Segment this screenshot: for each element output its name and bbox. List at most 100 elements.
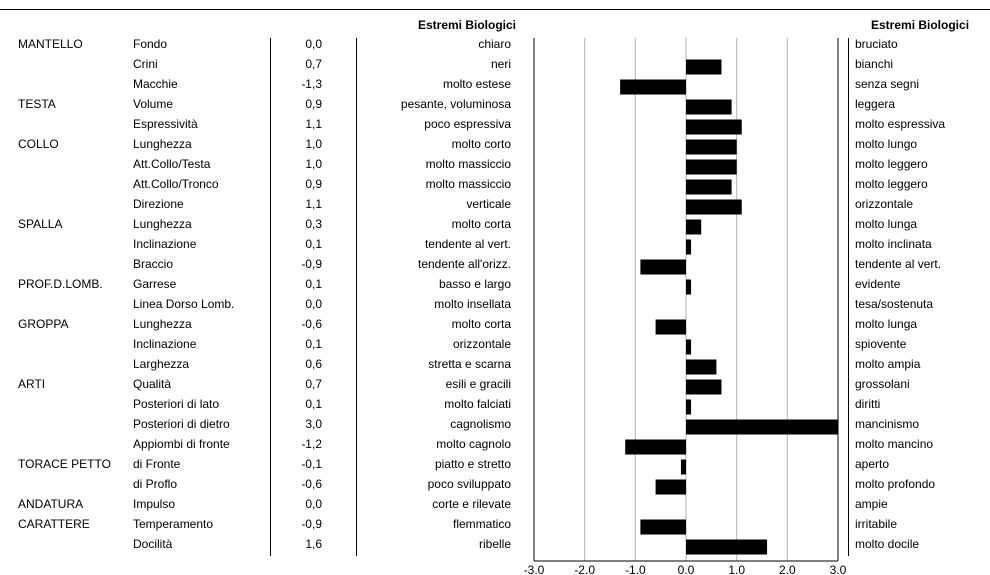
low-extreme-label: poco espressiva — [424, 117, 511, 131]
group-label: COLLO — [18, 137, 59, 151]
group-label: MANTELLO — [18, 37, 83, 51]
value-label: -1,2 — [301, 437, 322, 451]
value-label: 0,6 — [305, 357, 322, 371]
high-extreme-label: senza segni — [855, 77, 920, 91]
item-label: Att.Collo/Testa — [133, 157, 211, 171]
item-label: Impulso — [133, 497, 176, 511]
high-extreme-label: molto leggero — [855, 157, 928, 171]
item-label: Linea Dorso Lomb. — [133, 297, 235, 311]
item-label: Att.Collo/Tronco — [133, 177, 219, 191]
group-label: CARATTERE — [18, 517, 90, 531]
item-label: Temperamento — [133, 517, 214, 531]
item-label: Macchie — [133, 77, 178, 91]
high-extreme-label: tesa/sostenuta — [855, 297, 934, 311]
low-extreme-label: stretta e scarna — [428, 357, 511, 371]
value-label: 0,7 — [305, 377, 322, 391]
bar — [686, 59, 722, 75]
high-extreme-label: diritti — [855, 397, 881, 411]
header-left-extremes: Estremi Biologici — [417, 18, 516, 32]
item-label: di Fronte — [133, 457, 181, 471]
low-extreme-label: neri — [490, 57, 511, 71]
divider-items — [270, 38, 271, 556]
bar — [686, 119, 742, 135]
high-extreme-label: molto lungo — [855, 137, 918, 151]
high-extreme-label: tendente al vert. — [855, 257, 942, 271]
low-extreme-label: tendente al vert. — [424, 237, 511, 251]
item-label: Inclinazione — [133, 237, 197, 251]
bar — [686, 379, 722, 395]
low-extreme-label: piatto e stretto — [434, 457, 511, 471]
value-label: 0,1 — [305, 237, 322, 251]
low-extreme-label: molto estese — [442, 77, 511, 91]
x-tick-labels: -3.0 -2.0 -1.0 0.0 1.0 2.0 3.0 — [524, 563, 847, 575]
bar — [640, 519, 686, 535]
x-tick-label: -3.0 — [524, 563, 545, 575]
bar — [625, 439, 686, 455]
item-label: Appiombi di fronte — [133, 437, 230, 451]
divider-values — [356, 38, 357, 556]
value-label: 0,0 — [305, 297, 322, 311]
item-label: Crini — [133, 57, 158, 71]
item-label: Lunghezza — [133, 137, 192, 151]
high-extreme-label: molto docile — [855, 537, 920, 551]
group-label: ANDATURA — [18, 497, 84, 511]
low-extreme-label: ribelle — [478, 537, 511, 551]
high-extreme-label: molto ampia — [855, 357, 921, 371]
item-label: Volume — [133, 97, 174, 111]
bar — [686, 179, 732, 195]
high-extreme-label: evidente — [855, 277, 901, 291]
low-extreme-label: poco sviluppato — [427, 477, 511, 491]
high-extreme-label: ampie — [855, 497, 888, 511]
low-extreme-label: basso e largo — [438, 277, 511, 291]
item-label: Qualità — [133, 377, 172, 391]
value-label: 0,9 — [305, 97, 322, 111]
low-extreme-label: molto massiccio — [425, 177, 511, 191]
high-extreme-label: molto lunga — [855, 217, 918, 231]
high-extreme-label: spiovente — [855, 337, 907, 351]
bar — [686, 339, 692, 355]
value-label: 1,0 — [305, 137, 322, 151]
bar — [686, 419, 838, 435]
value-label: 1,0 — [305, 157, 322, 171]
x-tick-label: 0.0 — [678, 563, 695, 575]
top-rule — [0, 9, 990, 10]
group-label: GROPPA — [18, 317, 69, 331]
bars — [620, 59, 838, 555]
high-extreme-label: irritabile — [855, 517, 898, 531]
low-extreme-label: flemmatico — [452, 517, 511, 531]
low-extreme-label: molto corta — [451, 217, 511, 231]
group-label: ARTI — [18, 377, 46, 391]
high-extreme-label: molto inclinata — [855, 237, 932, 251]
low-extreme-label: esili e gracili — [445, 377, 511, 391]
low-extreme-label: corte e rilevate — [432, 497, 511, 511]
low-extreme-label: molto corta — [451, 317, 511, 331]
value-label: 1,6 — [305, 537, 322, 551]
low-extreme-label: molto cagnolo — [436, 437, 511, 451]
bar — [686, 99, 732, 115]
low-extreme-label: molto corto — [451, 137, 511, 151]
group-label: TORACE PETTO — [18, 457, 111, 471]
x-tick-label: 3.0 — [830, 563, 847, 575]
value-label: -0,9 — [301, 517, 322, 531]
high-extreme-label: molto mancino — [855, 437, 934, 451]
item-label: Larghezza — [133, 357, 190, 371]
bar — [655, 319, 686, 335]
bar — [680, 459, 686, 475]
divider-right-labels — [848, 38, 849, 556]
x-tick-label: -2.0 — [574, 563, 595, 575]
item-label: Fondo — [133, 37, 168, 51]
high-extreme-label: orizzontale — [855, 197, 914, 211]
low-extreme-label: cagnolismo — [450, 417, 511, 431]
low-extreme-label: orizzontale — [452, 337, 511, 351]
bar — [686, 359, 717, 375]
bar — [686, 199, 742, 215]
bar — [686, 219, 702, 235]
bar — [686, 159, 737, 175]
low-extreme-label: molto insellata — [434, 297, 511, 311]
value-label: 1,1 — [305, 197, 322, 211]
value-label: 1,1 — [305, 117, 322, 131]
value-label: 0,3 — [305, 217, 322, 231]
low-extreme-label: molto falciati — [444, 397, 511, 411]
bar — [686, 139, 737, 155]
